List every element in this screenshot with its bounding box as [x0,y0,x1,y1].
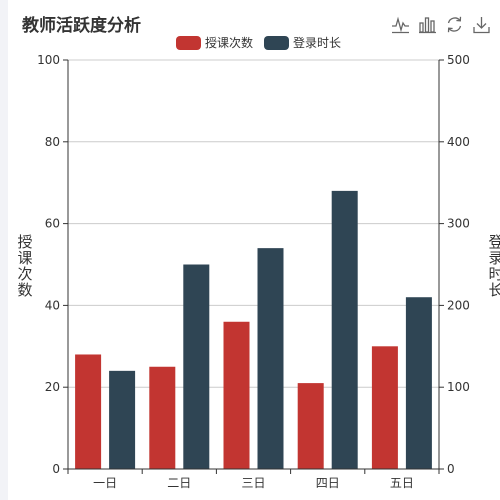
y-left-tick-label: 20 [45,380,60,394]
y-right-axis-title-char: 时 [488,265,500,283]
y-left-axis-title-char: 数 [17,281,32,299]
bar-teaching-count [223,321,250,469]
x-tick-label: 二日 [167,476,191,490]
y-right-tick-label: 200 [447,298,470,312]
y-left-tick-label: 60 [45,217,60,231]
y-right-tick-label: 400 [447,135,470,149]
bar-login-duration [257,248,284,469]
bar-login-duration [405,297,432,469]
y-right-tick-label: 300 [447,217,470,231]
bar-login-duration [183,264,210,469]
download-icon[interactable] [471,14,492,35]
bar-teaching-count [371,346,398,469]
bar-chart-icon[interactable] [417,14,438,35]
x-tick-label: 四日 [316,476,340,490]
chart-title: 教师活跃度分析 [22,16,141,36]
y-right-tick-label: 0 [447,462,455,476]
x-tick-label: 五日 [390,476,414,490]
x-tick-label: 一日 [93,476,117,490]
y-left-tick-label: 40 [45,298,60,312]
y-right-axis-title-char: 长 [488,281,500,299]
bar-teaching-count [149,366,176,469]
toolbox [390,14,492,35]
y-right-tick-label: 100 [447,380,470,394]
y-left-tick-label: 80 [45,135,60,149]
left-edge-strip [0,0,8,500]
x-tick-label: 三日 [241,476,265,490]
line-chart-icon[interactable] [390,14,411,35]
y-right-axis-title-char: 录 [488,249,500,267]
restore-icon[interactable] [444,14,465,35]
bar-teaching-count [75,354,102,469]
y-left-axis-title-char: 课 [17,249,32,267]
legend-swatch [264,36,289,50]
legend-swatch [176,36,201,50]
y-right-axis-title-char: 登 [488,233,500,251]
bar-login-duration [331,190,358,469]
y-left-tick-label: 0 [52,462,60,476]
y-right-tick-label: 500 [447,53,470,67]
y-left-axis-title-char: 授 [17,233,32,251]
legend-label: 登录时长 [293,35,341,50]
y-left-axis-title-char: 次 [17,265,32,283]
bar-login-duration [109,370,136,469]
y-left-tick-label: 100 [37,53,60,67]
bar-teaching-count [297,383,324,469]
legend-label: 授课次数 [205,35,253,50]
